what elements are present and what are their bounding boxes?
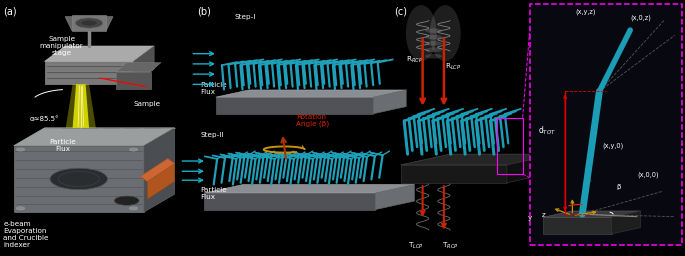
Polygon shape — [66, 84, 96, 128]
Ellipse shape — [425, 28, 443, 33]
Polygon shape — [14, 128, 175, 146]
Ellipse shape — [406, 5, 437, 61]
Text: Particle
Flux: Particle Flux — [200, 187, 227, 200]
Text: θ$_s$: θ$_s$ — [584, 175, 593, 185]
Text: T$_{RCP}$: T$_{RCP}$ — [442, 241, 458, 251]
Circle shape — [129, 207, 138, 210]
Polygon shape — [73, 84, 89, 128]
Text: (x,y,z): (x,y,z) — [575, 8, 596, 15]
Ellipse shape — [430, 5, 460, 61]
Circle shape — [75, 18, 103, 28]
Text: (x,0,0): (x,0,0) — [637, 172, 659, 178]
Circle shape — [129, 148, 138, 151]
Text: T$_{LCP}$: T$_{LCP}$ — [408, 241, 423, 251]
Polygon shape — [216, 97, 373, 114]
Polygon shape — [134, 46, 154, 84]
Text: Sample
manipulator
stage: Sample manipulator stage — [40, 36, 84, 56]
Ellipse shape — [425, 54, 443, 59]
Circle shape — [114, 196, 139, 205]
FancyBboxPatch shape — [530, 4, 682, 246]
Text: R$_{LCP}$: R$_{LCP}$ — [445, 61, 462, 72]
Polygon shape — [507, 154, 556, 183]
Text: d$_{TOT}$: d$_{TOT}$ — [538, 124, 556, 137]
Circle shape — [50, 168, 108, 190]
Polygon shape — [216, 90, 406, 97]
Ellipse shape — [425, 41, 443, 46]
Text: (x,0,z): (x,0,z) — [630, 15, 651, 21]
Text: Particle
Flux: Particle Flux — [200, 82, 227, 95]
Polygon shape — [373, 90, 406, 114]
Text: (c): (c) — [395, 6, 408, 16]
Text: e-beam
Evaporation
and Crucible
indexer: e-beam Evaporation and Crucible indexer — [3, 221, 49, 248]
Polygon shape — [45, 46, 154, 61]
Polygon shape — [543, 217, 612, 234]
Polygon shape — [72, 15, 106, 31]
Polygon shape — [375, 185, 414, 210]
Text: (a): (a) — [3, 6, 16, 16]
Polygon shape — [116, 63, 161, 72]
Text: Step-II: Step-II — [201, 132, 224, 138]
Text: R$_{RCP}$: R$_{RCP}$ — [406, 55, 423, 65]
Polygon shape — [401, 154, 556, 165]
Polygon shape — [14, 146, 144, 212]
Polygon shape — [147, 164, 175, 199]
Circle shape — [16, 207, 25, 210]
Polygon shape — [204, 185, 414, 193]
Circle shape — [81, 20, 97, 26]
Text: Rotation
Angle (β): Rotation Angle (β) — [296, 114, 329, 127]
Text: α≈85.5°: α≈85.5° — [29, 116, 59, 122]
Polygon shape — [144, 128, 175, 212]
Ellipse shape — [425, 48, 443, 52]
Text: x: x — [551, 216, 556, 222]
Text: (b): (b) — [197, 6, 211, 16]
Polygon shape — [45, 61, 134, 84]
Text: β: β — [616, 184, 621, 190]
Text: Step-I: Step-I — [234, 14, 256, 20]
Text: (x,y,0): (x,y,0) — [603, 142, 624, 149]
Polygon shape — [612, 211, 640, 234]
Text: Particle
Flux: Particle Flux — [49, 139, 77, 152]
Circle shape — [16, 148, 25, 151]
Polygon shape — [204, 193, 375, 210]
Ellipse shape — [425, 35, 443, 39]
Polygon shape — [140, 158, 175, 182]
Text: z: z — [541, 212, 545, 218]
Polygon shape — [543, 211, 640, 217]
Text: Sample: Sample — [134, 101, 161, 106]
Polygon shape — [65, 17, 113, 31]
Text: y: y — [527, 215, 532, 221]
Polygon shape — [401, 165, 507, 183]
Polygon shape — [116, 72, 151, 89]
